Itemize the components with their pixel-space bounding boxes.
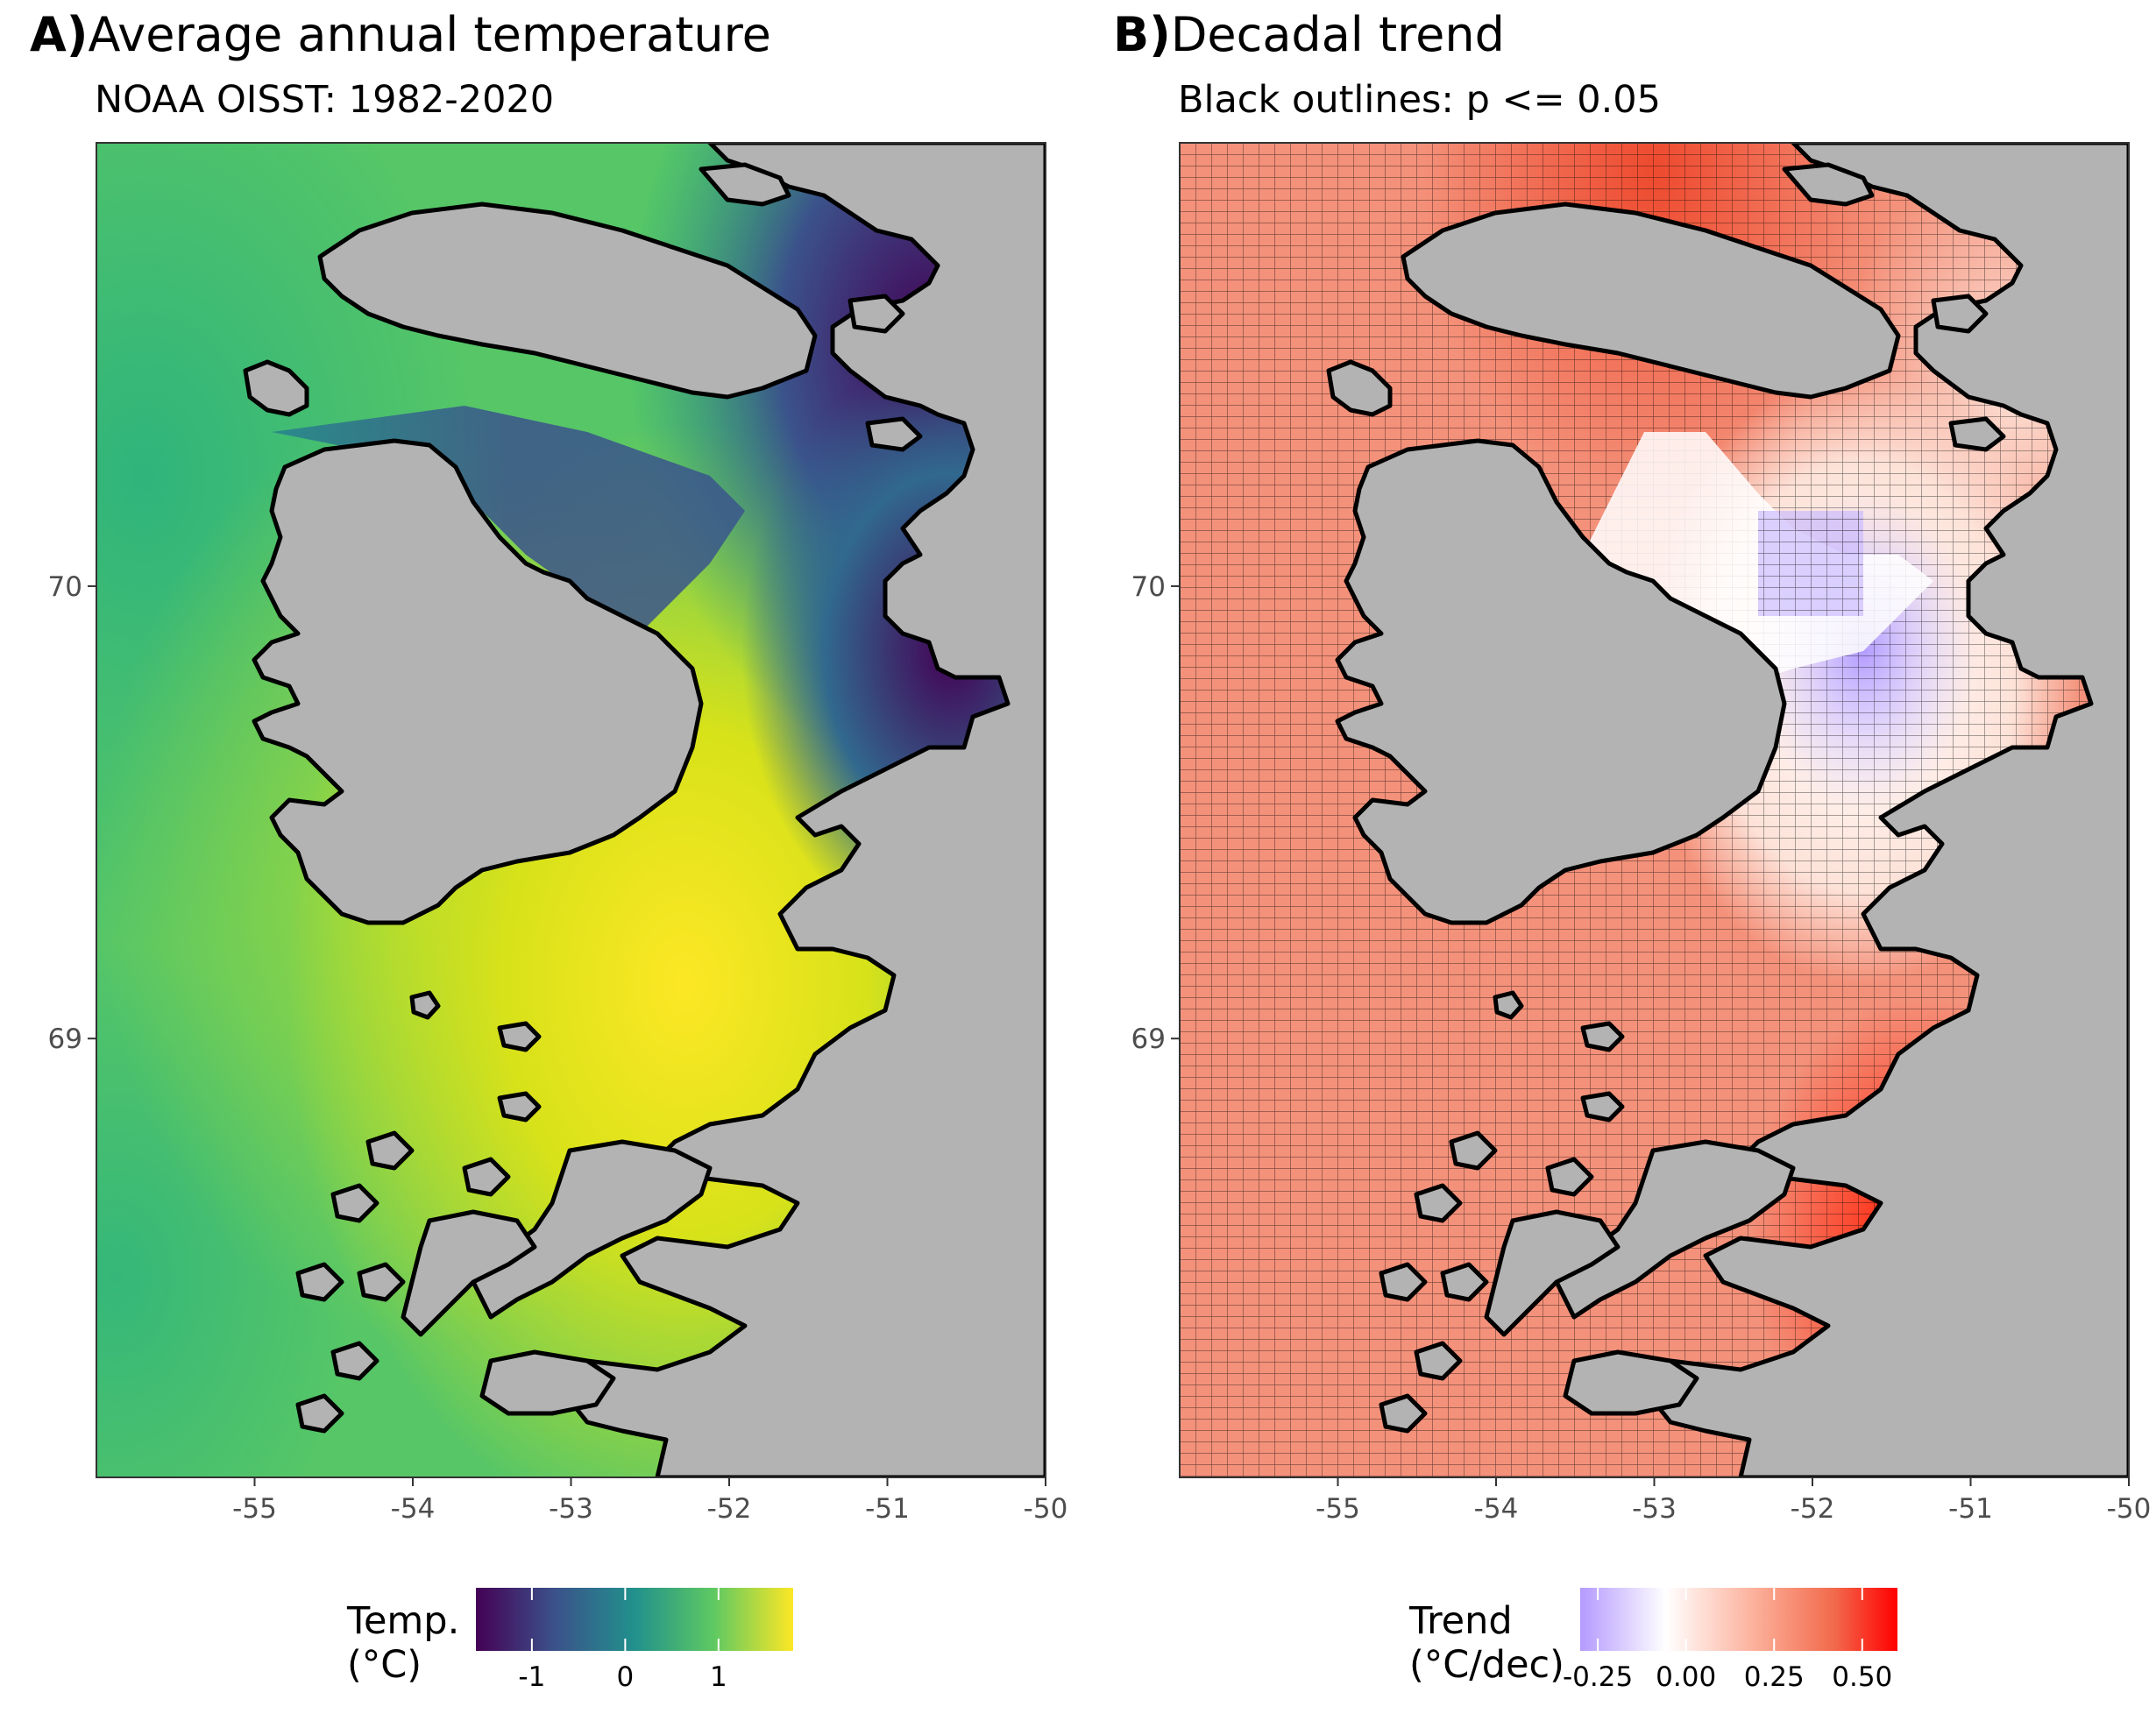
panel-a: A)Average annual temperature NOAA OISST:… — [30, 7, 1067, 1693]
panel-a-colorbar — [476, 1588, 793, 1651]
legend-b-tick-label: 0.50 — [1832, 1661, 1892, 1693]
panel-b-map — [1180, 143, 2129, 1477]
panel-b-legend-title-2: (°C/dec) — [1409, 1643, 1564, 1687]
panel-a-label: A)Average annual temperature — [30, 7, 771, 62]
x-tick-label: -53 — [1632, 1493, 1677, 1525]
x-tick-label: -52 — [707, 1493, 752, 1525]
x-tick-label: -54 — [1474, 1493, 1519, 1525]
x-tick-label: -50 — [1024, 1493, 1068, 1525]
panel-b-subtitle: Black outlines: p <= 0.05 — [1178, 78, 1661, 122]
x-tick-label: -55 — [232, 1493, 277, 1525]
y-tick-label: 70 — [1131, 571, 1166, 603]
panel-b: B)Decadal trend Black outlines: p <= 0.0… — [1113, 7, 2151, 1693]
panel-b-legend: Trend (°C/dec) -0.25 0.00 0.25 0.50 — [1408, 1588, 1897, 1693]
x-tick-label: -54 — [391, 1493, 436, 1525]
legend-a-tick-label: -1 — [518, 1661, 545, 1693]
y-tick-label: 70 — [48, 571, 82, 603]
panel-a-axes: -55 -54 -53 -52 -51 -50 70 69 — [48, 571, 1068, 1525]
panel-a-legend: Temp. (°C) -1 0 1 — [346, 1588, 793, 1693]
panel-b-label: B)Decadal trend — [1113, 7, 1505, 62]
x-tick-label: -53 — [549, 1493, 593, 1525]
panel-b-axes: -55 -54 -53 -52 -51 -50 70 69 — [1131, 571, 2152, 1525]
panel-a-legend-title-2: (°C) — [347, 1643, 422, 1687]
panel-a-map — [96, 143, 1046, 1477]
legend-a-tick-label: 1 — [710, 1661, 727, 1693]
x-tick-label: -51 — [1948, 1493, 1993, 1525]
panel-b-legend-title-1: Trend — [1408, 1599, 1513, 1643]
y-tick-label: 69 — [48, 1023, 82, 1055]
x-tick-label: -55 — [1316, 1493, 1360, 1525]
panel-a-subtitle: NOAA OISST: 1982-2020 — [95, 78, 554, 122]
legend-b-tick-label: -0.25 — [1563, 1661, 1633, 1693]
legend-b-tick-label: 0.25 — [1744, 1661, 1805, 1693]
legend-b-tick-label: 0.00 — [1656, 1661, 1716, 1693]
x-tick-label: -51 — [865, 1493, 910, 1525]
panel-a-title: Average annual temperature — [88, 7, 770, 62]
legend-a-tick-label: 0 — [616, 1661, 634, 1693]
x-tick-label: -50 — [2107, 1493, 2152, 1525]
panel-b-letter: B) — [1113, 7, 1171, 62]
panel-b-title: Decadal trend — [1171, 7, 1505, 62]
panel-a-letter: A) — [30, 7, 88, 62]
panel-a-legend-title-1: Temp. — [346, 1599, 459, 1643]
panel-b-colorbar — [1580, 1588, 1897, 1651]
y-tick-label: 69 — [1131, 1023, 1166, 1055]
x-tick-label: -52 — [1791, 1493, 1835, 1525]
